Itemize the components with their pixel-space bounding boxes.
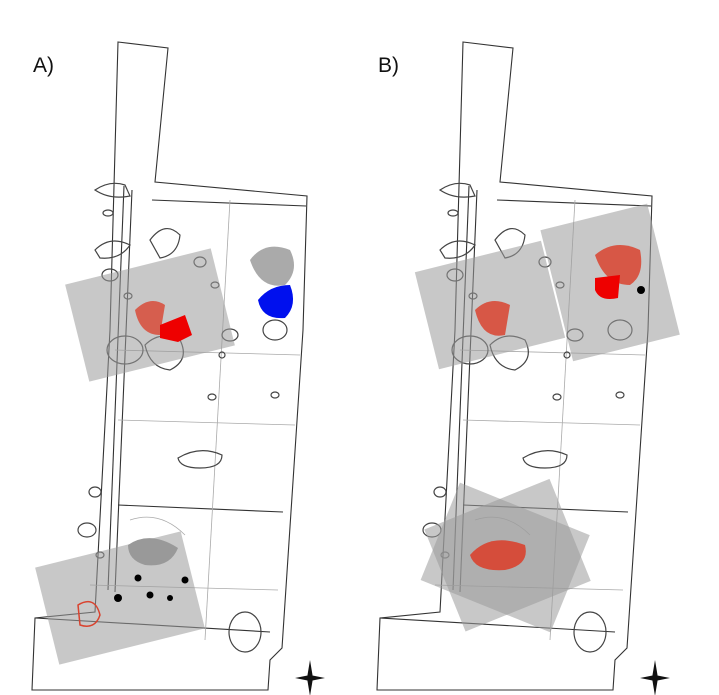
panel-b: B) <box>377 42 680 695</box>
red-area <box>595 275 620 299</box>
gray-cluster <box>250 247 294 286</box>
panel-label: A) <box>33 54 54 77</box>
figure: A) B) <box>0 0 719 695</box>
posthole-dot <box>637 286 645 294</box>
panel-a: A) <box>32 42 325 695</box>
north-arrow <box>295 660 325 695</box>
blue-area <box>258 285 293 318</box>
panel-label: B) <box>378 54 399 77</box>
north-arrow <box>640 660 670 695</box>
